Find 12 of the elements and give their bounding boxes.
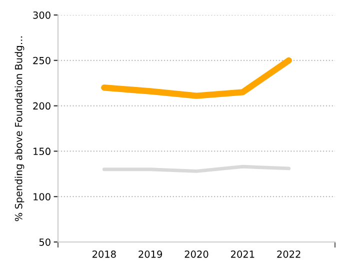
x-tick-label: 2022 — [277, 250, 300, 258]
y-tick-label: 50 — [39, 238, 50, 246]
x-tick-label: 2021 — [231, 250, 254, 258]
y-tick-label: 250 — [33, 56, 50, 64]
x-tick-label: 2020 — [184, 250, 208, 258]
y-tick-label: 100 — [34, 193, 50, 200]
x-tick-label: 2019 — [138, 250, 162, 258]
y-tick-label: 150 — [34, 148, 50, 156]
y-axis-title: % Spending above Foundation Budg… — [14, 36, 24, 222]
y-tick-label: 300 — [33, 11, 50, 19]
x-tick-label: 2018 — [92, 250, 116, 258]
y-tick-label: 200 — [33, 102, 50, 110]
